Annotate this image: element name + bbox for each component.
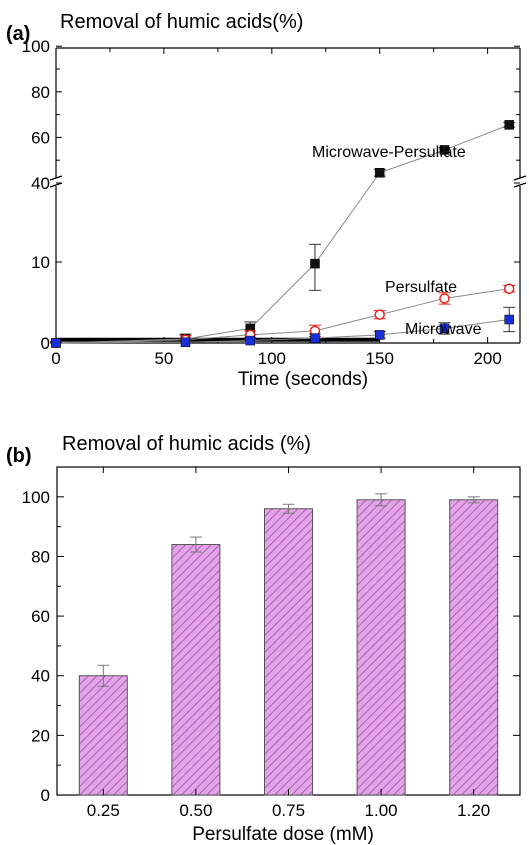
panel-b-xlabel: Persulfate dose (mM) <box>192 824 374 845</box>
bar <box>264 508 313 796</box>
y-tick-label: 20 <box>31 726 50 745</box>
x-tick-label: 1.20 <box>457 801 490 820</box>
series-annotation: Microwave-Persulfate <box>312 144 466 161</box>
chart-a: 0 10 40 60 80 100 0 50 100 150 200 Microwave-Persul… <box>22 37 527 368</box>
data-point <box>374 309 385 320</box>
y-tick-label: 80 <box>31 547 50 566</box>
data-point <box>180 337 191 347</box>
panel-a-xlabel: Time (seconds) <box>238 369 368 390</box>
series-annotation: Microwave <box>405 321 482 338</box>
data-point <box>439 145 450 155</box>
series-annotation: Persulfate <box>385 279 457 296</box>
bar <box>171 544 221 796</box>
x-tick-label: 50 <box>154 349 173 368</box>
panel-b-label: (b) <box>6 445 32 467</box>
x-tick-label: 200 <box>473 349 501 368</box>
x-tick-label: 0 <box>51 349 60 368</box>
chart-b: 0 20 40 60 80 100 0.25 0.50 0.75 1.00 1.20 <box>22 466 521 820</box>
panel-a-title: Removal of humic acids(%) <box>60 11 303 33</box>
data-point <box>374 167 385 178</box>
y-tick-label: 80 <box>31 83 50 102</box>
x-tick-label: 1.00 <box>365 801 398 820</box>
y-tick-label: 0 <box>41 334 50 353</box>
x-tick-label: 0.75 <box>272 801 305 820</box>
x-tick-label: 100 <box>258 349 286 368</box>
y-tick-label: 40 <box>31 667 50 686</box>
axis-break-right <box>513 175 527 188</box>
data-point <box>439 293 450 304</box>
x-tick-label: 0.25 <box>87 801 120 820</box>
bar <box>356 499 406 796</box>
data-point <box>51 338 61 348</box>
data-point <box>439 323 450 334</box>
y-tick-label: 0 <box>41 786 50 805</box>
y-tick-label: 40 <box>31 174 50 193</box>
panel-a-label: (a) <box>6 23 30 45</box>
data-point <box>310 333 320 343</box>
x-tick-label: 150 <box>366 349 394 368</box>
data-point <box>504 314 514 325</box>
y-tick-label: 60 <box>31 607 50 626</box>
data-point <box>504 120 514 130</box>
bar <box>78 675 128 796</box>
data-point <box>503 283 515 294</box>
panel-b-title: Removal of humic acids (%) <box>62 433 311 455</box>
y-tick-label: 10 <box>31 253 50 272</box>
x-tick-label: 0.50 <box>179 801 212 820</box>
bar <box>449 499 499 796</box>
data-point <box>374 330 385 340</box>
data-point <box>245 335 255 346</box>
y-tick-label: 60 <box>31 128 50 147</box>
y-tick-label: 100 <box>22 37 50 56</box>
data-point <box>310 258 320 269</box>
axis-break-left <box>49 175 63 188</box>
y-tick-label: 100 <box>22 488 50 507</box>
